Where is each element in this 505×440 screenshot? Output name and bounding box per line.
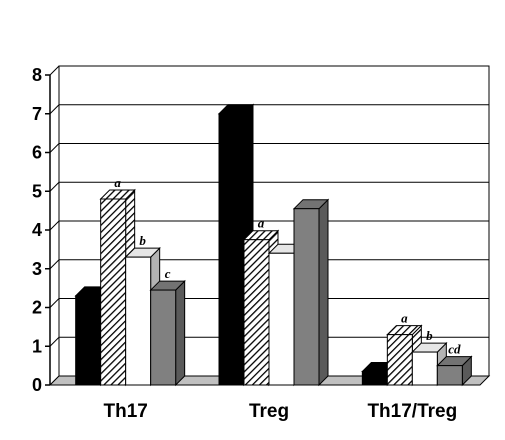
- gridline-connector: [49, 336, 60, 347]
- gridline-connector: [49, 220, 60, 231]
- y-tick-label: 7: [32, 104, 42, 124]
- y-tick-label: 3: [32, 259, 42, 279]
- gridline-connector: [49, 298, 60, 308]
- y-tick-label: 6: [32, 143, 42, 163]
- annotation-label: a: [258, 216, 265, 231]
- bar: [125, 256, 152, 386]
- annotation-label: a: [401, 311, 408, 326]
- x-category-label: Treg: [249, 401, 289, 422]
- gridline-connector: [49, 65, 60, 76]
- annotation-label: cd: [448, 342, 461, 357]
- bar: [243, 239, 270, 386]
- gridline-connector: [49, 104, 60, 115]
- bar: [293, 208, 320, 386]
- y-tick-label: 0: [32, 375, 42, 395]
- bar-side: [175, 279, 186, 387]
- gridline-connector: [49, 143, 60, 153]
- bars-layer: [74, 103, 473, 387]
- annotation-label: b: [139, 233, 146, 248]
- gridline-connector: [49, 259, 60, 270]
- bar: [268, 252, 295, 386]
- annotation-label: c: [165, 266, 171, 281]
- y-tick-label: 8: [32, 65, 42, 85]
- bar: [361, 370, 388, 386]
- bar: [100, 198, 127, 386]
- annotation-label: a: [114, 175, 121, 190]
- x-category-label: Th17/Treg: [367, 401, 457, 422]
- bar: [218, 113, 245, 386]
- y-tick-label: 2: [32, 298, 42, 318]
- y-tick-label: 1: [32, 336, 42, 356]
- bar: [150, 289, 177, 386]
- bar: [436, 365, 463, 386]
- bar: [386, 334, 413, 386]
- bar-side: [318, 198, 329, 387]
- bar: [411, 351, 438, 386]
- y-tick-label: 5: [32, 181, 42, 201]
- bar: [75, 295, 102, 386]
- gridline-connector: [49, 181, 60, 192]
- y-tick-label: 4: [32, 220, 42, 240]
- x-category-label: Th17: [103, 401, 147, 422]
- annotation-label: b: [426, 328, 433, 343]
